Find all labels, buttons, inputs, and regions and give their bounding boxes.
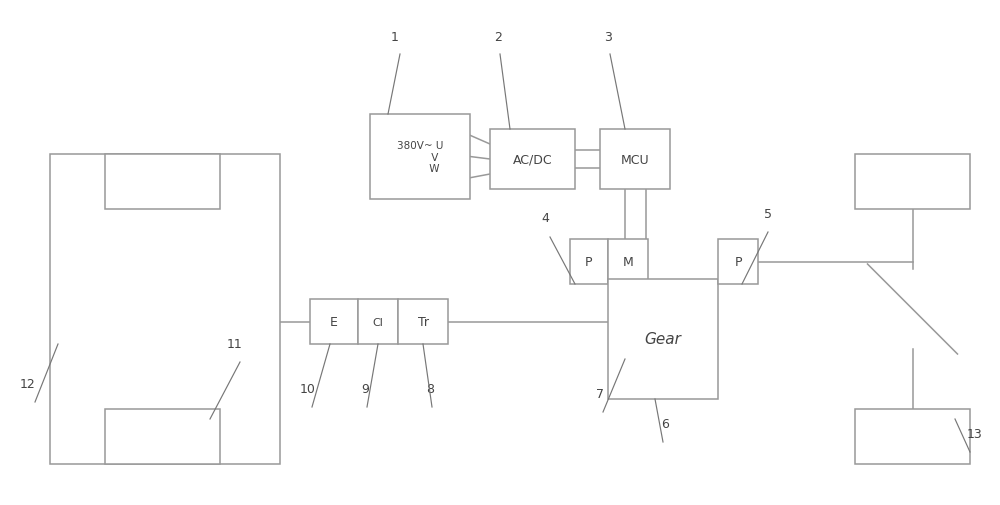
Text: 12: 12: [20, 378, 36, 391]
Text: P: P: [734, 256, 742, 269]
Text: MCU: MCU: [621, 153, 649, 166]
Text: 5: 5: [764, 208, 772, 221]
Text: M: M: [623, 256, 633, 269]
Text: 380V~ U
         V
         W: 380V~ U V W: [397, 140, 443, 174]
Bar: [398, 299, 448, 344]
Text: Tr: Tr: [418, 316, 428, 328]
Bar: [718, 239, 758, 284]
Bar: [600, 130, 670, 189]
Bar: [855, 155, 970, 210]
Text: P: P: [585, 256, 593, 269]
Bar: [855, 409, 970, 464]
Bar: [105, 155, 220, 210]
Bar: [310, 299, 358, 344]
Text: Cl: Cl: [373, 317, 383, 327]
Bar: [105, 409, 220, 464]
Text: E: E: [330, 316, 338, 328]
Bar: [50, 155, 280, 464]
Bar: [370, 115, 470, 199]
Text: Gear: Gear: [645, 332, 681, 347]
Text: 8: 8: [426, 383, 434, 396]
Text: 10: 10: [300, 383, 316, 396]
Text: 13: 13: [967, 428, 983, 441]
Text: 4: 4: [541, 211, 549, 224]
Bar: [358, 299, 398, 344]
Text: 6: 6: [661, 418, 669, 431]
Bar: [490, 130, 575, 189]
Text: 3: 3: [604, 30, 612, 43]
Bar: [570, 239, 608, 284]
Bar: [608, 279, 718, 399]
Text: 2: 2: [494, 30, 502, 43]
Text: 7: 7: [596, 388, 604, 400]
Text: 9: 9: [361, 383, 369, 396]
Text: AC/DC: AC/DC: [513, 153, 552, 166]
Text: 11: 11: [227, 338, 243, 351]
Bar: [608, 239, 648, 284]
Text: 1: 1: [391, 30, 399, 43]
